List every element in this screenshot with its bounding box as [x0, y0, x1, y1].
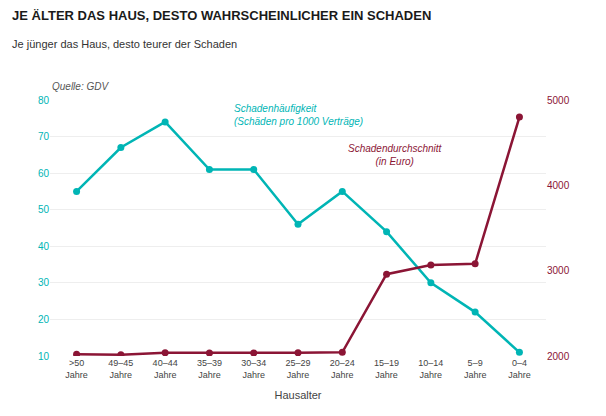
svg-text:25–29Jahre: 25–29Jahre — [285, 358, 310, 380]
svg-text:40: 40 — [38, 241, 50, 252]
svg-text:50: 50 — [38, 204, 50, 215]
svg-text:Schadenhäufigkeit(Schäden pro: Schadenhäufigkeit(Schäden pro 1000 Vertr… — [234, 103, 363, 127]
svg-text:40–44Jahre: 40–44Jahre — [153, 358, 178, 380]
svg-text:30–34Jahre: 30–34Jahre — [241, 358, 266, 380]
svg-text:Je jünger das Haus, desto teur: Je jünger das Haus, desto teurer der Sch… — [12, 38, 237, 50]
svg-text:3000: 3000 — [547, 265, 570, 276]
svg-text:30: 30 — [38, 277, 50, 288]
svg-text:35–39Jahre: 35–39Jahre — [197, 358, 222, 380]
svg-text:60: 60 — [38, 168, 50, 179]
svg-text:0–4Jahre: 0–4Jahre — [508, 358, 531, 380]
svg-text:20: 20 — [38, 314, 50, 325]
svg-text:70: 70 — [38, 131, 50, 142]
svg-text:20–24Jahre: 20–24Jahre — [330, 358, 355, 380]
svg-text:5000: 5000 — [547, 95, 570, 106]
svg-text:49–45Jahre: 49–45Jahre — [108, 358, 133, 380]
svg-text:10: 10 — [38, 351, 50, 362]
svg-text:10–14Jahre: 10–14Jahre — [418, 358, 443, 380]
svg-text:2000: 2000 — [547, 351, 570, 362]
svg-text:Schadendurchschnitt(in Euro): Schadendurchschnitt(in Euro) — [348, 143, 443, 167]
svg-text:Hausalter: Hausalter — [274, 389, 321, 401]
svg-text:80: 80 — [38, 95, 50, 106]
svg-text:JE ÄLTER DAS HAUS, DESTO WAHRS: JE ÄLTER DAS HAUS, DESTO WAHRSCHEINLICHE… — [12, 8, 431, 23]
svg-text:4000: 4000 — [547, 180, 570, 191]
svg-text:15–19Jahre: 15–19Jahre — [374, 358, 399, 380]
svg-text:>50Jahre: >50Jahre — [65, 358, 88, 380]
svg-text:Quelle: GDV: Quelle: GDV — [52, 81, 109, 92]
svg-text:5–9Jahre: 5–9Jahre — [464, 358, 487, 380]
